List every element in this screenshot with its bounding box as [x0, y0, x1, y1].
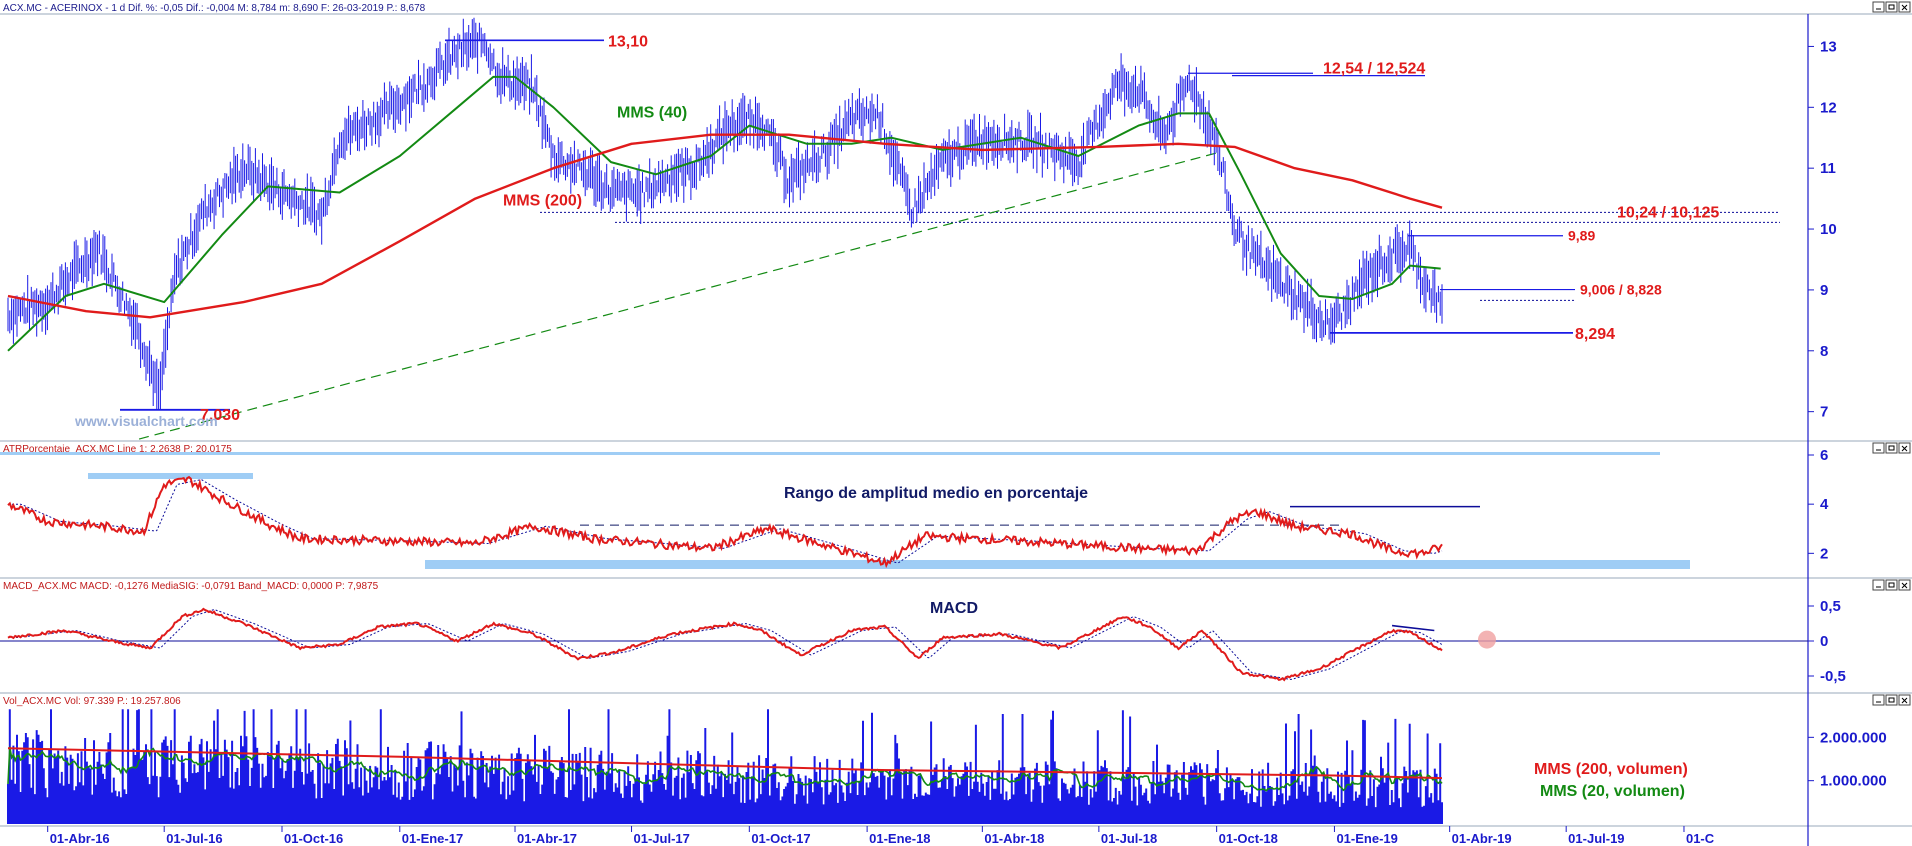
- atr-top-band: [0, 452, 1660, 455]
- macd-y-tick-label: 0: [1820, 633, 1828, 650]
- price-bars: [7, 17, 1443, 410]
- x-tick-label: 01-Jul-17: [634, 831, 690, 846]
- atr-window-controls[interactable]: [1872, 442, 1911, 454]
- mms-200-line: [7, 133, 1443, 319]
- x-tick-label: 01-Oct-16: [284, 831, 343, 846]
- x-tick-label: 01-Abr-16: [50, 831, 110, 846]
- macd-title: MACD: [930, 600, 978, 617]
- label-10-24: 10,24 / 10,125: [1617, 204, 1719, 221]
- x-tick-label: 01-Jul-16: [166, 831, 222, 846]
- atr-y-tick-label: 6: [1820, 447, 1828, 464]
- atr-band-low: [425, 560, 1690, 569]
- mms-40-label: MMS (40): [617, 104, 687, 121]
- trend-line: [138, 152, 1217, 440]
- vol-y-tick-label: 2.000.000: [1820, 729, 1887, 746]
- macd-line: [7, 607, 1443, 682]
- price-y-tick-label: 10: [1820, 221, 1837, 238]
- atr-line: [7, 475, 1443, 569]
- price-y-tick-label: 8: [1820, 343, 1828, 360]
- macd-y-tick-label: 0,5: [1820, 598, 1841, 615]
- vol-header-text: Vol_ACX.MC Vol: 97.339 P.: 19.257.806: [3, 696, 181, 707]
- vol-y-tick-label: 1.000.000: [1820, 773, 1887, 790]
- atr-band-high: [88, 473, 253, 479]
- mms-200-label: MMS (200): [503, 193, 582, 210]
- vol-mms-20-line: [7, 746, 1443, 792]
- x-tick-label: 01-Ene-19: [1336, 831, 1397, 846]
- atr-y-tick-label: 4: [1820, 496, 1829, 513]
- x-axis: 01-Abr-16 01-Jul-16 01-Oct-16 01-Ene-17 01-A…: [47, 826, 1715, 846]
- price-panel: 13 12 11 10 9 8 7 13,10 12,54 / 12,524 10,24 / 10…: [7, 17, 1837, 440]
- price-y-tick-label: 9: [1820, 282, 1828, 299]
- vol-mms-200-line: [7, 747, 1443, 780]
- volume-panel: 2.000.000 1.000.000 MMS (200, volumen) MMS …: [7, 709, 1887, 824]
- price-y-tick-label: 7: [1820, 404, 1828, 421]
- atr-header: ATRPorcentaje_ACX.MC Line 1: 2,2638 P: 2…: [3, 444, 232, 455]
- macd-window-controls[interactable]: [1872, 579, 1911, 591]
- macd-cross-marker: [1478, 630, 1496, 649]
- label-8-294: 8,294: [1575, 326, 1615, 343]
- atr-panel: 6 4 2 Rango de amplitud medio en porcentaje: [0, 447, 1829, 569]
- macd-y-tick-label: -0,5: [1820, 668, 1846, 685]
- atr-y-tick-label: 2: [1820, 545, 1828, 562]
- label-9-006: 9,006 / 8,828: [1580, 282, 1662, 298]
- vol-mms-200-label: MMS (200, volumen): [1534, 761, 1688, 778]
- x-tick-label: 01-Jul-18: [1101, 831, 1157, 846]
- price-y-tick-label: 13: [1820, 38, 1837, 55]
- macd-divergence-line: [1391, 624, 1435, 632]
- price-window-controls[interactable]: [1872, 1, 1911, 13]
- vol-header: Vol_ACX.MC Vol: 97.339 P.: 19.257.806: [3, 696, 181, 707]
- x-tick-label: 01-Ene-18: [869, 831, 930, 846]
- watermark: www.visualchart.com: [74, 413, 218, 429]
- atr-header-text: ATRPorcentaje_ACX.MC Line 1: 2,2638 P: 2…: [3, 444, 232, 455]
- atr-title: Rango de amplitud medio en porcentaje: [784, 485, 1088, 502]
- x-tick-label: 01-Oct-17: [751, 831, 810, 846]
- x-tick-label: 01-Jul-19: [1568, 831, 1624, 846]
- price-header-text: ACX.MC - ACERINOX - 1 d Dif. %: -0,05 Di…: [3, 3, 426, 14]
- label-13-10: 13,10: [608, 33, 648, 50]
- label-7-030: 7,030: [200, 407, 240, 424]
- label-12-54: 12,54 / 12,524: [1323, 61, 1425, 78]
- x-tick-label: 01-Abr-17: [517, 831, 577, 846]
- label-9-89: 9,89: [1568, 228, 1595, 244]
- x-tick-label: 01-Abr-18: [984, 831, 1044, 846]
- price-header: ACX.MC - ACERINOX - 1 d Dif. %: -0,05 Di…: [0, 0, 1912, 14]
- vol-mms-20-label: MMS (20, volumen): [1540, 783, 1685, 800]
- vol-window-controls[interactable]: [1872, 694, 1911, 706]
- x-tick-label: 01-Ene-17: [402, 831, 463, 846]
- x-tick-label: 01-C: [1686, 831, 1715, 846]
- x-tick-label: 01-Abr-19: [1452, 831, 1512, 846]
- price-y-tick-label: 12: [1820, 99, 1837, 116]
- volume-bars: [7, 709, 1443, 824]
- x-tick-label: 01-Oct-18: [1219, 831, 1278, 846]
- price-y-tick-label: 11: [1820, 160, 1836, 177]
- macd-header-text: MACD_ACX.MC MACD: -0,1276 MediaSIG: -0,0…: [3, 581, 379, 592]
- atr-signal-line: [8, 479, 1443, 564]
- macd-header: MACD_ACX.MC MACD: -0,1276 MediaSIG: -0,0…: [3, 581, 379, 592]
- panel-frames: [0, 13, 1912, 846]
- macd-signal-line: [8, 608, 1443, 680]
- macd-panel: 0,5 0 -0,5 MACD: [0, 598, 1846, 685]
